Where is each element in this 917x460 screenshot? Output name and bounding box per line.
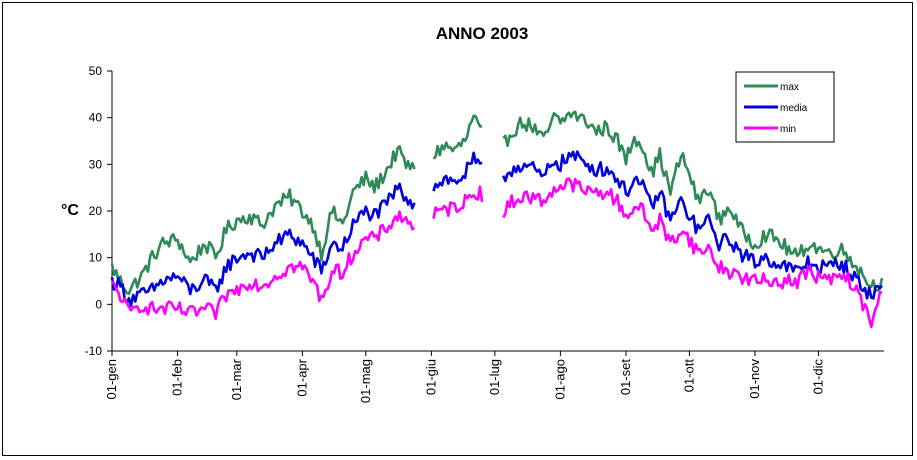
legend-label-min: min	[780, 124, 796, 135]
x-tick-label: 01-ott	[681, 359, 696, 393]
y-tick-label: -10	[85, 344, 103, 358]
y-tick-label: 10	[89, 251, 103, 265]
x-tick-label: 01-lug	[487, 359, 502, 395]
y-tick-label: 30	[89, 157, 103, 171]
y-axis: -10 0 10 20 30 40 50	[85, 64, 113, 358]
x-tick-label: 01-gen	[104, 359, 119, 399]
x-tick-label: 01-ago	[552, 359, 567, 399]
legend-label-media: media	[780, 103, 808, 114]
x-axis: 01-gen 01-feb 01-mar 01-apr 01-mag 01-giu 01-l…	[104, 350, 884, 403]
x-tick-label: 01-feb	[170, 359, 185, 396]
y-tick-label: 20	[89, 204, 103, 218]
y-tick-label: 50	[89, 64, 103, 78]
x-tick-label: 01-set	[618, 359, 633, 396]
x-tick-label: 01-mar	[229, 358, 244, 400]
x-tick-label: 01-giu	[423, 359, 438, 395]
x-tick-label: 01-nov	[747, 359, 762, 399]
series-line-min	[111, 177, 883, 329]
y-tick-label: 40	[89, 111, 103, 125]
x-tick-label: 01-apr	[294, 358, 309, 396]
series-line-max	[110, 110, 884, 296]
x-tick-label: 01-mag	[358, 359, 373, 403]
legend-label-max: max	[780, 82, 799, 93]
legend: max media min	[735, 71, 835, 143]
y-axis-label: °C	[61, 202, 79, 219]
x-tick-label: 01-dic	[810, 359, 825, 395]
chart-title: ANNO 2003	[436, 24, 529, 43]
y-tick-label: 0	[95, 297, 102, 311]
series-group	[110, 110, 884, 329]
